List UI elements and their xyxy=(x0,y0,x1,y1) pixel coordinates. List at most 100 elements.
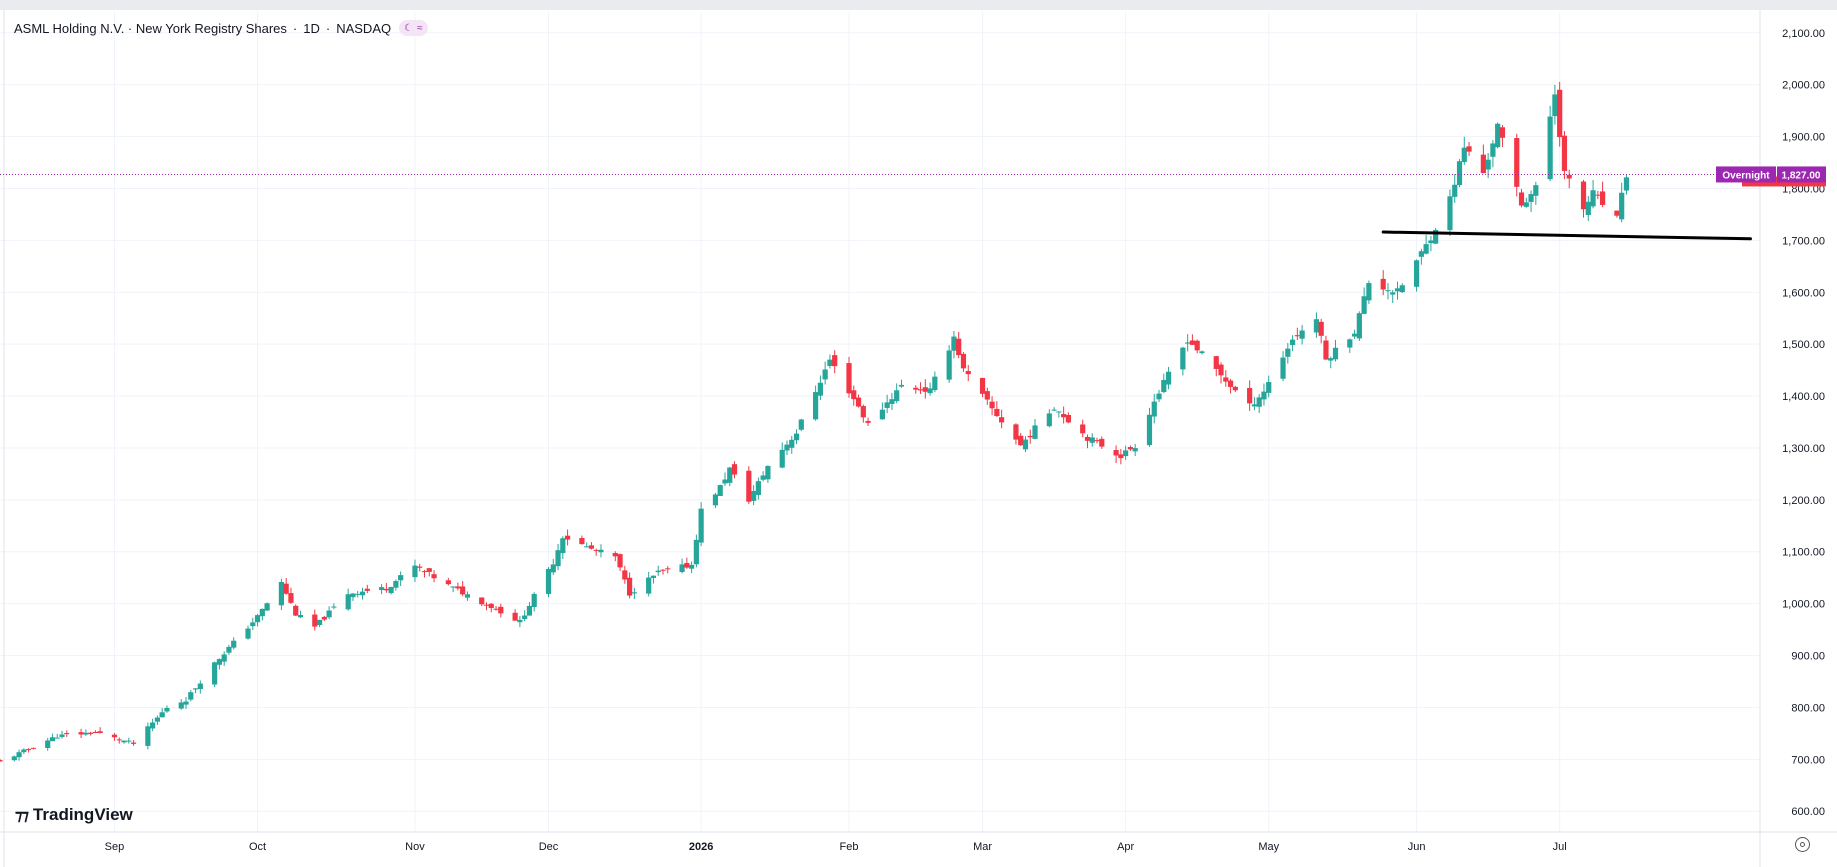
candle[interactable] xyxy=(855,397,862,407)
candle[interactable] xyxy=(1180,347,1186,370)
candle[interactable] xyxy=(760,475,766,480)
candle[interactable] xyxy=(297,614,304,618)
candle[interactable] xyxy=(1332,347,1339,360)
candle[interactable] xyxy=(1080,424,1086,434)
candle[interactable] xyxy=(1623,177,1630,191)
candle[interactable] xyxy=(813,392,819,420)
candle[interactable] xyxy=(979,377,986,394)
candle[interactable] xyxy=(412,565,418,578)
candle[interactable] xyxy=(1585,201,1591,216)
candle[interactable] xyxy=(1289,339,1296,346)
candle[interactable] xyxy=(1580,181,1587,210)
trendline-drawing[interactable] xyxy=(1381,230,1752,241)
candle[interactable] xyxy=(1428,240,1434,244)
candle[interactable] xyxy=(650,575,657,578)
candle[interactable] xyxy=(789,439,795,448)
candle[interactable] xyxy=(1294,335,1300,337)
candle[interactable] xyxy=(393,581,399,588)
candle[interactable] xyxy=(364,588,370,591)
candle[interactable] xyxy=(612,553,618,557)
candle[interactable] xyxy=(655,570,661,573)
candle[interactable] xyxy=(1084,436,1091,441)
candle[interactable] xyxy=(913,387,919,390)
candle[interactable] xyxy=(388,586,394,594)
candle[interactable] xyxy=(946,350,952,380)
candle[interactable] xyxy=(1490,143,1496,157)
candle[interactable] xyxy=(326,610,332,618)
candle[interactable] xyxy=(21,749,27,753)
candle[interactable] xyxy=(522,615,528,620)
candle[interactable] xyxy=(598,549,604,553)
candle[interactable] xyxy=(1480,154,1486,174)
candle[interactable] xyxy=(889,399,895,404)
candle[interactable] xyxy=(359,591,366,596)
candle[interactable] xyxy=(1590,190,1596,207)
candle[interactable] xyxy=(1552,94,1558,117)
candle[interactable] xyxy=(445,580,451,585)
candle[interactable] xyxy=(59,734,65,737)
candle[interactable] xyxy=(0,760,3,762)
candle[interactable] xyxy=(827,359,833,366)
candle[interactable] xyxy=(30,747,36,749)
candle[interactable] xyxy=(426,568,432,572)
candle[interactable] xyxy=(679,564,685,572)
candle[interactable] xyxy=(1366,283,1372,301)
candle[interactable] xyxy=(1046,413,1052,427)
candle[interactable] xyxy=(1127,447,1134,450)
candle[interactable] xyxy=(116,739,122,741)
candle[interactable] xyxy=(245,628,251,639)
candle[interactable] xyxy=(1533,185,1539,196)
candle[interactable] xyxy=(512,612,518,621)
candle[interactable] xyxy=(483,604,490,606)
candle[interactable] xyxy=(1466,146,1472,152)
candle[interactable] xyxy=(731,464,738,475)
candle[interactable] xyxy=(1566,174,1572,179)
candle[interactable] xyxy=(1595,194,1601,196)
candle[interactable] xyxy=(254,615,261,623)
candle[interactable] xyxy=(92,731,98,733)
candle[interactable] xyxy=(154,717,160,722)
candle[interactable] xyxy=(183,701,189,705)
candle[interactable] xyxy=(1213,356,1219,369)
candle[interactable] xyxy=(1051,409,1057,411)
candle[interactable] xyxy=(178,702,184,709)
candle[interactable] xyxy=(765,465,771,480)
candle[interactable] xyxy=(221,654,227,662)
candle[interactable] xyxy=(860,406,866,418)
candle[interactable] xyxy=(488,603,494,608)
candle[interactable] xyxy=(1247,388,1253,404)
candle[interactable] xyxy=(378,587,385,591)
candle[interactable] xyxy=(1399,285,1405,293)
candle[interactable] xyxy=(293,605,299,616)
candle[interactable] xyxy=(898,384,905,387)
candle[interactable] xyxy=(1413,260,1420,287)
candle[interactable] xyxy=(1499,127,1506,138)
candle[interactable] xyxy=(164,707,170,712)
candle[interactable] xyxy=(78,732,84,735)
candle[interactable] xyxy=(1557,89,1563,138)
candle[interactable] xyxy=(288,593,294,603)
candle[interactable] xyxy=(851,390,857,400)
candle[interactable] xyxy=(88,732,94,734)
candle[interactable] xyxy=(226,646,232,653)
candle[interactable] xyxy=(1261,391,1267,400)
candle[interactable] xyxy=(932,376,938,391)
candle[interactable] xyxy=(526,605,533,616)
candle[interactable] xyxy=(355,593,361,595)
candle[interactable] xyxy=(884,402,890,408)
candle[interactable] xyxy=(97,731,103,734)
candle[interactable] xyxy=(1256,397,1262,407)
candle[interactable] xyxy=(1161,379,1167,393)
candle[interactable] xyxy=(498,606,504,614)
candle[interactable] xyxy=(145,726,151,746)
candle[interactable] xyxy=(717,485,723,496)
candle[interactable] xyxy=(83,732,89,735)
candle[interactable] xyxy=(1323,340,1329,360)
candle[interactable] xyxy=(1600,191,1606,205)
candle[interactable] xyxy=(312,614,318,627)
candle[interactable] xyxy=(283,583,289,594)
candle[interactable] xyxy=(1022,439,1029,450)
candle[interactable] xyxy=(784,444,790,451)
candle[interactable] xyxy=(1328,358,1334,361)
candle[interactable] xyxy=(1189,340,1196,345)
